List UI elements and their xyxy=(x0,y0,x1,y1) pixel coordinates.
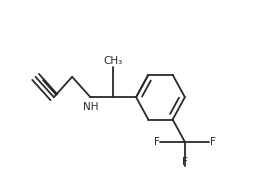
Text: CH₃: CH₃ xyxy=(103,56,122,66)
Text: NH: NH xyxy=(83,102,98,112)
Text: F: F xyxy=(182,157,188,167)
Text: F: F xyxy=(210,137,216,147)
Text: F: F xyxy=(154,137,159,147)
